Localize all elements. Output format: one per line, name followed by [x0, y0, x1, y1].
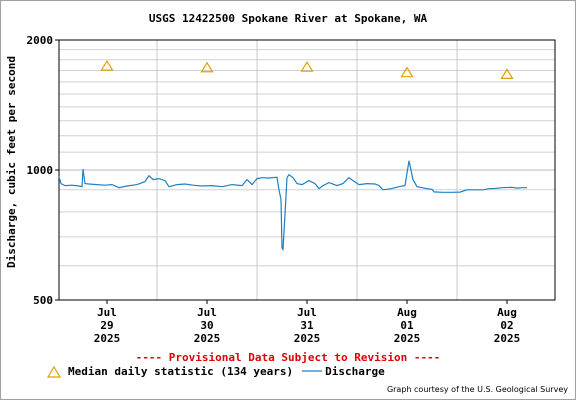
median-marker [400, 66, 414, 78]
x-tick-label: 2025 [394, 332, 421, 345]
x-tick-label: 02 [500, 319, 513, 332]
x-axis: Jul292025Jul302025Jul312025Aug012025Aug0… [94, 300, 521, 345]
provisional-notice: ---- Provisional Data Subject to Revisio… [135, 351, 441, 364]
x-tick-label: Jul [97, 306, 117, 319]
x-tick-label: 29 [100, 319, 113, 332]
x-tick-label: 01 [400, 319, 414, 332]
legend-median-label: Median daily statistic (134 years) [68, 365, 294, 378]
x-tick-label: 31 [300, 319, 314, 332]
y-tick-label: 500 [33, 294, 53, 307]
median-marker [300, 61, 314, 72]
x-tick-label: 2025 [294, 332, 321, 345]
x-tick-label: Jul [197, 306, 217, 319]
median-marker [500, 68, 514, 79]
median-marker [200, 61, 214, 73]
triangle-marker-icon [46, 365, 62, 378]
discharge-line [58, 160, 527, 252]
legend: Median daily statistic (134 years) Disch… [46, 365, 385, 378]
courtesy-text: Graph courtesy of the U.S. Geological Su… [386, 385, 568, 394]
grid [58, 39, 556, 301]
x-tick-label: 2025 [94, 332, 121, 345]
x-tick-label: Jul [297, 306, 317, 319]
x-tick-label: 2025 [494, 332, 521, 345]
chart-title: USGS 12422500 Spokane River at Spokane, … [148, 12, 428, 25]
x-tick-label: 2025 [194, 332, 221, 345]
median-marker [100, 59, 114, 71]
series-layer [58, 59, 527, 252]
y-axis-label: Discharge, cubic feet per second [5, 56, 18, 268]
x-tick-label: 30 [200, 319, 213, 332]
y-tick-label: 2000 [27, 34, 54, 47]
y-tick-label: 1000 [27, 164, 54, 177]
x-tick-label: Aug [497, 306, 517, 319]
legend-discharge-label: Discharge [325, 365, 385, 378]
y-axis: 500 1000 2000 [27, 34, 59, 307]
x-tick-label: Aug [397, 306, 417, 319]
line-marker-icon [302, 369, 323, 372]
